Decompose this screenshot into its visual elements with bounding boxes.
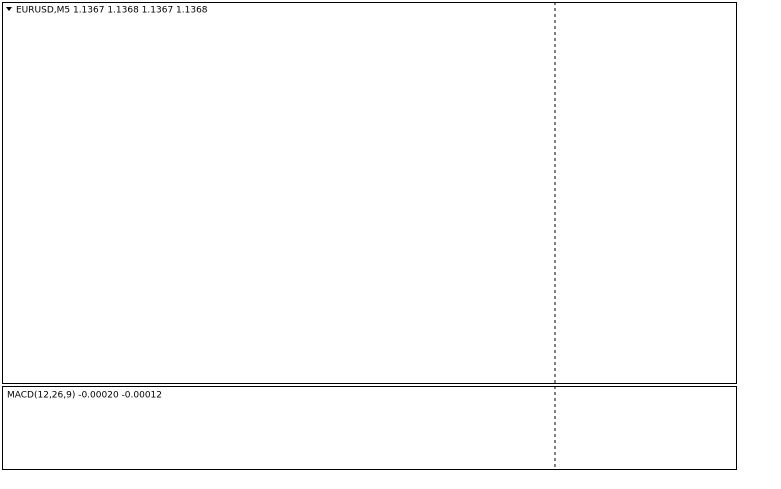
menu-arrow[interactable] bbox=[6, 7, 12, 11]
macd-panel-border bbox=[2, 386, 737, 470]
price-panel-border bbox=[2, 2, 737, 384]
macd-title: MACD(12,26,9) -0.00020 -0.00012 bbox=[7, 391, 162, 401]
price-title: EURUSD,M5 1.1367 1.1368 1.1367 1.1368 bbox=[16, 6, 208, 16]
